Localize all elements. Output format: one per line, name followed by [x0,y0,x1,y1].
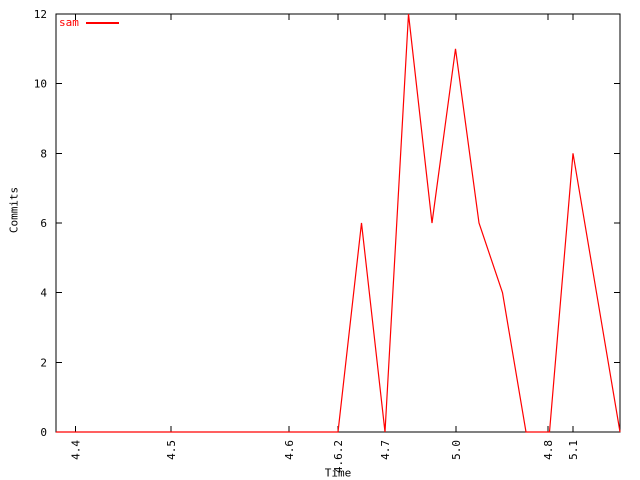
x-tick-label: 4.5 [165,440,178,460]
y-tick-label: 12 [34,8,47,21]
x-tick-label: 4.7 [379,440,392,460]
y-tick-label: 4 [40,287,47,300]
plot-border [55,13,621,433]
x-tick-label: 5.0 [450,440,463,460]
y-tick-label: 0 [40,426,47,439]
x-tick-label: 4.4 [70,440,83,460]
series-line-sam [56,13,621,433]
y-tick-label: 8 [40,147,47,160]
legend-series-label: sam [59,16,79,29]
y-tick-label: 6 [40,217,47,230]
y-axis-title: Commits [7,186,21,234]
x-tick-label: 5.1 [567,440,580,460]
y-tick-label: 10 [34,78,47,91]
x-tick-label: 4.6.2 [332,440,345,473]
x-tick-label: 4.8 [542,440,555,460]
legend-line-sample [86,22,119,24]
x-axis-title: Time [324,466,352,480]
x-tick-label: 4.6 [283,440,296,460]
y-tick-label: 2 [40,356,47,369]
